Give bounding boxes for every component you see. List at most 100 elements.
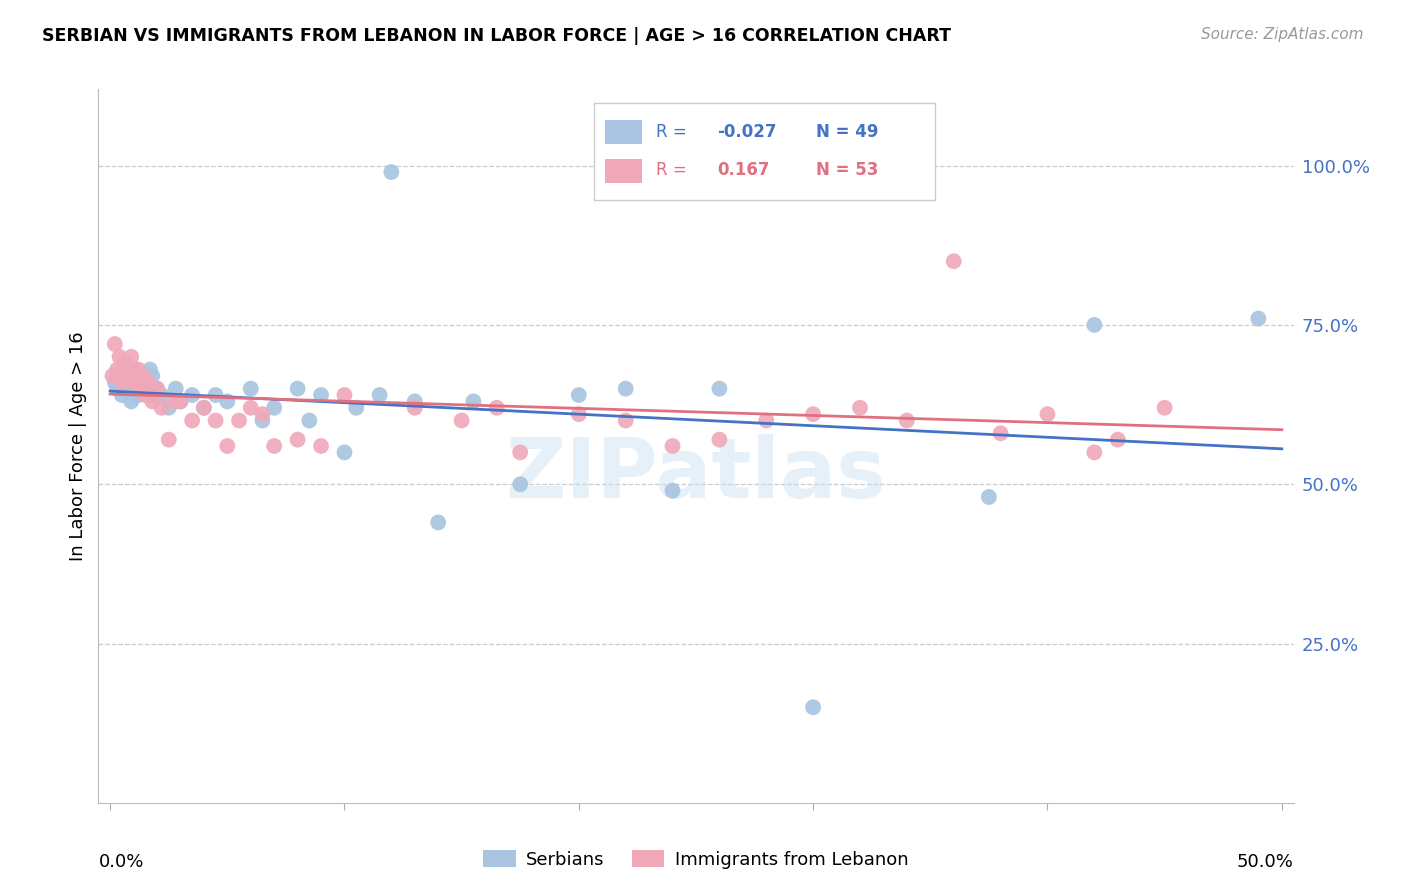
Point	[204, 413, 226, 427]
Point	[485, 401, 508, 415]
Point	[427, 516, 450, 530]
Point	[105, 382, 128, 396]
Point	[143, 388, 166, 402]
Point	[509, 445, 531, 459]
Point	[132, 368, 155, 383]
Point	[157, 433, 180, 447]
Point	[217, 439, 239, 453]
Point	[463, 394, 485, 409]
Point	[165, 382, 187, 396]
Point	[252, 407, 274, 421]
Point	[755, 413, 778, 427]
Point	[129, 376, 152, 390]
Point	[263, 439, 285, 453]
Point	[125, 376, 148, 390]
Point	[181, 388, 204, 402]
Text: 0.0%: 0.0%	[98, 853, 143, 871]
Point	[111, 376, 134, 390]
Point	[849, 401, 872, 415]
Point	[333, 388, 356, 402]
Point	[368, 388, 391, 402]
Point	[129, 382, 152, 396]
Point	[239, 401, 262, 415]
Point	[896, 413, 918, 427]
Point	[127, 388, 149, 402]
Text: ZIPatlas: ZIPatlas	[506, 434, 886, 515]
Point	[309, 439, 332, 453]
Point	[146, 382, 169, 396]
Point	[112, 356, 135, 370]
Point	[101, 368, 124, 383]
Point	[568, 407, 591, 421]
Text: Source: ZipAtlas.com: Source: ZipAtlas.com	[1201, 27, 1364, 42]
Point	[228, 413, 250, 427]
Point	[287, 382, 309, 396]
Point	[333, 445, 356, 459]
Point	[108, 350, 131, 364]
Point	[568, 388, 591, 402]
Point	[801, 700, 824, 714]
Text: 50.0%: 50.0%	[1237, 853, 1294, 871]
Point	[309, 388, 332, 402]
Point	[661, 439, 683, 453]
Point	[801, 407, 824, 421]
Point	[287, 433, 309, 447]
Point	[404, 401, 426, 415]
Point	[239, 382, 262, 396]
Point	[157, 401, 180, 415]
Point	[111, 388, 134, 402]
Point	[204, 388, 226, 402]
Point	[193, 401, 215, 415]
Point	[217, 394, 239, 409]
Point	[143, 388, 166, 402]
Point	[122, 362, 145, 376]
Point	[134, 382, 156, 396]
Point	[709, 433, 731, 447]
Point	[134, 388, 156, 402]
Point	[509, 477, 531, 491]
Point	[115, 362, 138, 376]
Point	[661, 483, 683, 498]
Point	[146, 382, 169, 396]
Point	[141, 394, 163, 409]
Point	[120, 350, 142, 364]
Point	[193, 401, 215, 415]
Point	[105, 362, 128, 376]
Point	[136, 376, 159, 390]
Point	[120, 394, 142, 409]
Point	[1083, 318, 1105, 332]
Point	[614, 382, 637, 396]
Point	[139, 382, 162, 396]
Point	[136, 388, 159, 402]
Y-axis label: In Labor Force | Age > 16: In Labor Force | Age > 16	[69, 331, 87, 561]
Point	[450, 413, 472, 427]
Point	[181, 413, 204, 427]
Legend: Serbians, Immigrants from Lebanon: Serbians, Immigrants from Lebanon	[475, 843, 917, 876]
Point	[141, 368, 163, 383]
Point	[104, 337, 127, 351]
Point	[344, 401, 367, 415]
Point	[132, 368, 155, 383]
Point	[108, 368, 131, 383]
Point	[118, 376, 141, 390]
Point	[942, 254, 965, 268]
Point	[709, 382, 731, 396]
Point	[122, 382, 145, 396]
Point	[298, 413, 321, 427]
Point	[977, 490, 1000, 504]
Point	[150, 388, 173, 402]
Point	[404, 394, 426, 409]
Point	[614, 413, 637, 427]
Point	[169, 394, 191, 409]
Text: SERBIAN VS IMMIGRANTS FROM LEBANON IN LABOR FORCE | AGE > 16 CORRELATION CHART: SERBIAN VS IMMIGRANTS FROM LEBANON IN LA…	[42, 27, 952, 45]
Point	[150, 401, 173, 415]
Point	[169, 394, 191, 409]
Point	[165, 394, 187, 409]
Point	[380, 165, 402, 179]
Point	[1036, 407, 1059, 421]
Point	[125, 376, 148, 390]
Point	[115, 382, 138, 396]
Point	[1153, 401, 1175, 415]
Point	[252, 413, 274, 427]
Point	[1107, 433, 1129, 447]
